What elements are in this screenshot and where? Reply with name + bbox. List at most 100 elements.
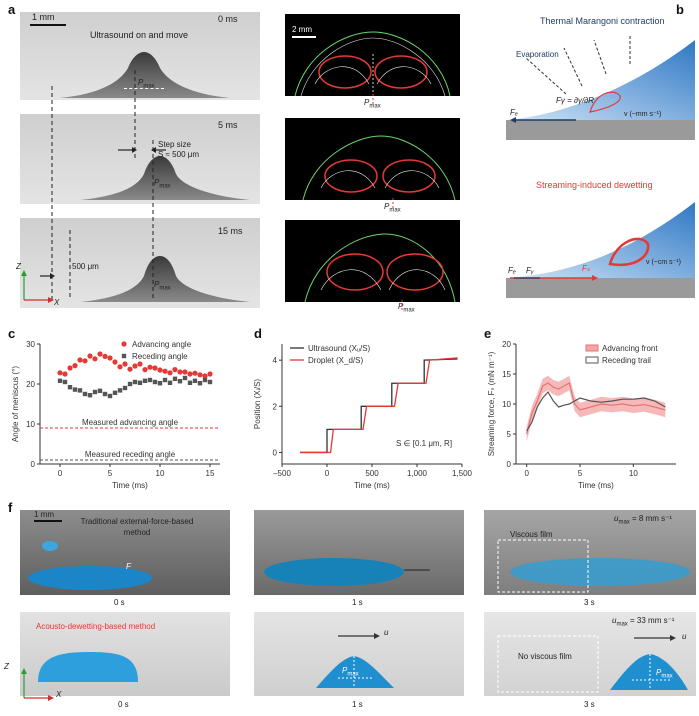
x-tick-label: 1,500: [452, 469, 473, 478]
receding-point: [132, 379, 138, 385]
photo-traditional-1s: [254, 510, 464, 595]
y-axis-label: Angle of meniscus (°): [11, 366, 20, 442]
receding-point: [162, 377, 168, 383]
legend-marker: [585, 344, 599, 352]
x-tick-label: 0: [58, 469, 63, 478]
piv-pmax-1: Pmax: [364, 98, 381, 110]
marangoni-diagram: [506, 34, 695, 140]
time-f-r1-1: 1 s: [352, 598, 363, 607]
advancing-point: [82, 358, 88, 364]
guide-lines: [21, 70, 166, 303]
series-line: [300, 357, 458, 454]
receding-point: [177, 379, 183, 384]
droplet-frame-5ms: [20, 114, 260, 204]
y-tick-label: 10: [502, 400, 511, 409]
series-line: [526, 390, 666, 432]
x-tick-label: 500: [365, 469, 379, 478]
advancing-point: [197, 372, 203, 378]
receding-point: [182, 375, 188, 381]
pmax-f-2: Pmax: [656, 668, 673, 680]
advancing-point: [172, 367, 178, 373]
x-axis-label: Time (ms): [112, 481, 148, 490]
advancing-point: [132, 363, 138, 369]
umax2-label: umax = 33 mm s⁻¹: [612, 616, 675, 628]
advancing-point: [127, 366, 133, 372]
piv-frame-2: [285, 118, 460, 201]
receding-point: [57, 378, 63, 383]
time-15ms: 15 ms: [218, 226, 243, 236]
receding-point: [92, 389, 98, 395]
time-f-r2-2: 3 s: [584, 700, 595, 709]
advancing-point: [62, 371, 68, 377]
pmax-line-1: [124, 88, 164, 89]
advancing-point: [67, 365, 73, 371]
advancing-point: [207, 371, 213, 377]
advancing-point: [77, 357, 83, 363]
receding-point: [142, 378, 148, 383]
photo-traditional-3s: [484, 510, 696, 595]
photo-acousto-3s: [484, 612, 696, 696]
droplet-blue: [497, 539, 690, 593]
receding-point: [87, 393, 93, 398]
pmax-f-1: Pmax: [342, 666, 359, 678]
droplet-shape: [80, 256, 250, 302]
advancing-point: [92, 356, 98, 362]
receding-point: [82, 391, 88, 397]
advancing-point: [157, 367, 163, 373]
photo-traditional-0s: [20, 510, 230, 595]
receding-point: [172, 376, 178, 381]
caption-ultrasound: Ultrasound on and move: [90, 30, 189, 40]
time-5ms: 5 ms: [218, 120, 238, 130]
piv-frame-1: [285, 14, 460, 97]
receding-point: [122, 385, 128, 391]
receding-point: [207, 379, 213, 385]
scale-bar-line: [30, 24, 66, 26]
advancing-point: [112, 359, 118, 365]
advancing-band: [526, 375, 666, 442]
panel-letter-b: b: [676, 2, 684, 17]
legend-label: Advancing angle: [132, 340, 192, 349]
advancing-point: [167, 370, 173, 376]
y-tick-label: 20: [502, 340, 511, 349]
u-label-1: u: [384, 628, 389, 637]
time-f-r2-1: 1 s: [352, 700, 363, 709]
f-axis-z: Z: [4, 662, 9, 671]
y-tick-label: 30: [26, 340, 35, 349]
receding-point: [117, 388, 123, 393]
time-f-r1-2: 3 s: [584, 598, 595, 607]
x-tick-label: 1,000: [407, 469, 428, 478]
title-streaming-dewetting: Streaming-induced dewetting: [536, 180, 653, 190]
annotation: S ∈ [0.1 μm, R]: [396, 439, 452, 448]
piv-pmax-3: Pmax: [398, 302, 415, 314]
y-axis-label: Streaming force, Fₛ (mN m⁻¹): [487, 351, 496, 456]
droplet-shape: [80, 156, 250, 200]
advancing-point: [87, 353, 93, 359]
legend-marker: [121, 341, 127, 347]
advancing-point: [162, 368, 168, 374]
piv-pmax-2: Pmax: [384, 202, 401, 214]
droplet-blue: [497, 635, 688, 693]
legend-label: Receding trail: [602, 356, 651, 365]
advancing-point: [142, 367, 148, 373]
y-tick-label: 10: [26, 420, 35, 429]
x-tick-label: 10: [156, 469, 165, 478]
reference-line-label: Measured advancing angle: [82, 418, 179, 427]
advancing-point: [187, 371, 193, 377]
f-axes: [21, 668, 54, 701]
advancing-point: [177, 369, 183, 375]
f-scale-bar-line: [34, 520, 62, 522]
advancing-point: [137, 361, 143, 367]
u-label-2: u: [682, 632, 687, 641]
receding-point: [157, 381, 163, 386]
time-f-r1-0: 0 s: [114, 598, 125, 607]
distance-500um-label: 500 μm: [72, 262, 99, 271]
fe-label-2: Fₑ: [508, 266, 516, 275]
x-axis-label: Time (ms): [578, 481, 614, 490]
advancing-point: [97, 351, 103, 357]
axis-z-label: Z: [16, 262, 21, 271]
x-tick-label: 0: [325, 469, 330, 478]
advancing-point: [107, 355, 113, 361]
y-tick-label: 0: [273, 448, 278, 457]
droplet-blue: [38, 652, 138, 682]
no-viscous-film-label: No viscous film: [518, 652, 572, 661]
